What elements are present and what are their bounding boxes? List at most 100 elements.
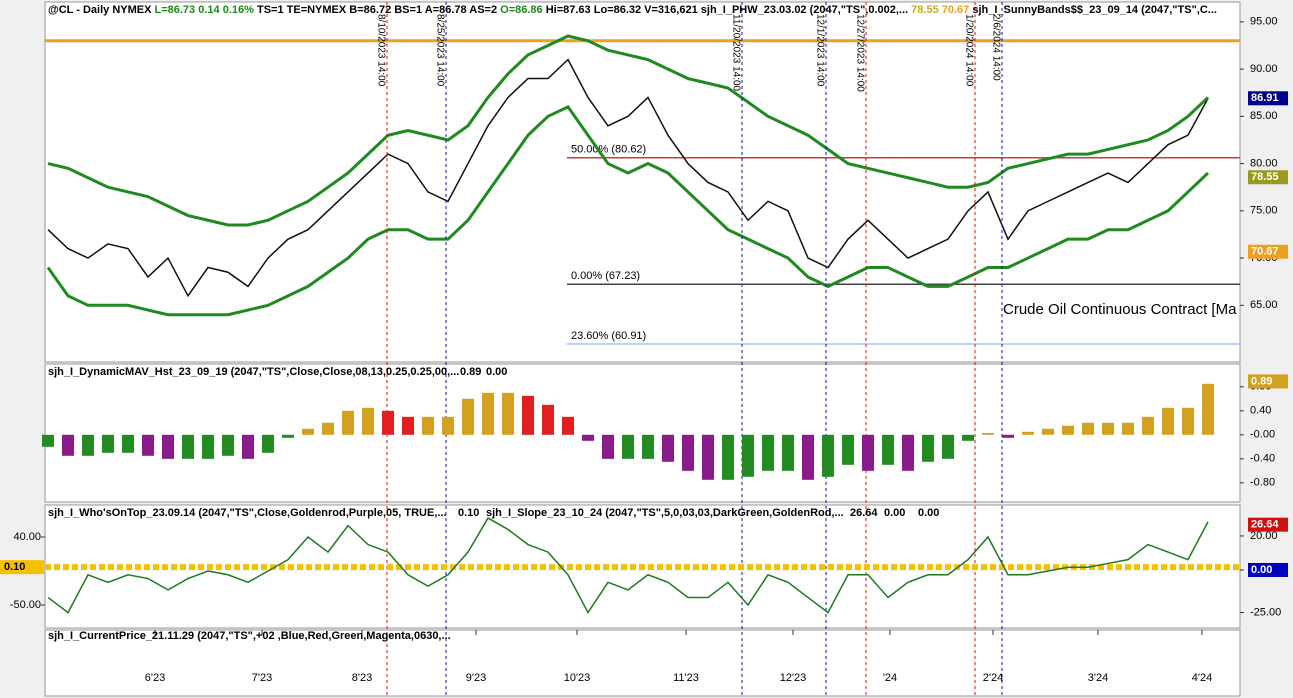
- price-tag: [1248, 374, 1288, 389]
- histogram-bar: [542, 404, 554, 435]
- y-tick-label: -50.00: [10, 599, 41, 611]
- histogram-bar: [622, 434, 634, 459]
- price-tag-label: 0.00: [1251, 564, 1272, 576]
- study-readout: 0.00: [884, 507, 905, 519]
- y-tick-label: 0.40: [1250, 405, 1271, 417]
- histogram-bar: [502, 392, 514, 435]
- level-tag: [0, 560, 44, 575]
- pct: 0.16%: [223, 4, 254, 16]
- histogram-bar: [1062, 425, 1074, 435]
- histogram-bar: [282, 434, 294, 438]
- histogram-bar: [522, 395, 534, 435]
- x-tick-label: 10'23: [564, 672, 591, 684]
- histogram-bar: [902, 434, 914, 471]
- histogram-bar: [922, 434, 934, 462]
- x-tick-label: 12'23: [780, 672, 807, 684]
- histogram-bar: [222, 434, 234, 456]
- histogram-bar: [102, 434, 114, 453]
- x-tick-label: 6'23: [145, 672, 165, 684]
- histogram-bar: [402, 416, 414, 435]
- y-tick-label: 85.00: [1250, 110, 1278, 122]
- series-line: [46, 104, 1210, 317]
- study-title: sjh_I_Who'sOnTop_23.09.14 (2047,"TS",Clo…: [48, 507, 447, 519]
- histogram-bar: [262, 434, 274, 453]
- histogram-bar: [942, 434, 954, 459]
- study-readout: 0.10: [458, 507, 479, 519]
- histogram-bar: [1142, 416, 1154, 435]
- date-line-label: 11/20/2023 14:00: [730, 14, 741, 92]
- price-tag-label: 70.67: [1251, 246, 1279, 258]
- histogram-bar: [982, 433, 994, 435]
- histogram-bar: [802, 434, 814, 480]
- y-tick-label: -0.40: [1250, 453, 1275, 465]
- price-panel: [44, 1, 1241, 363]
- histogram-bar: [1042, 428, 1054, 435]
- histogram-bar: [422, 416, 434, 435]
- histogram-bar: [302, 428, 314, 435]
- series-line: [47, 58, 1209, 298]
- y-tick-label: 95.00: [1250, 16, 1278, 28]
- histogram-bar: [582, 434, 594, 441]
- histogram-bar: [702, 434, 714, 480]
- histogram-bar: [122, 434, 134, 453]
- y-tick-label: 90.00: [1250, 63, 1278, 75]
- y-tick-label: -0.80: [1250, 477, 1275, 489]
- histogram-bar: [1162, 407, 1174, 435]
- level-label: 23.60% (60.91): [571, 330, 646, 342]
- study-readout: 0.89: [460, 366, 481, 378]
- x-tick-label: 2'24: [983, 672, 1003, 684]
- symbol: @CL - Daily NYMEX: [48, 4, 152, 16]
- level-label: 0.00% (67.23): [571, 270, 640, 282]
- price-tag: [1248, 170, 1288, 185]
- y-tick-label: -0.00: [1250, 429, 1275, 441]
- histogram-bar: [1122, 422, 1134, 435]
- histogram-bar: [202, 434, 214, 459]
- series-line: [47, 517, 1209, 615]
- y-tick-label: 65.00: [1250, 299, 1278, 311]
- date-line-label: 1/20/2024 14:00: [963, 14, 974, 87]
- header: @CL - Daily NYMEX L=86.73 0.14 0.16% TS=…: [48, 4, 1217, 16]
- study-title: sjh_I_Slope_23_10_24 (2047,"TS",5,0,03,0…: [486, 507, 844, 519]
- price-tag: [1248, 244, 1288, 259]
- series-line: [47, 34, 1210, 227]
- x-tick-label: 9'23: [466, 672, 486, 684]
- study-readout: 26.64: [850, 507, 878, 519]
- level-label: 50.00% (80.62): [571, 144, 646, 156]
- histogram-bar: [1182, 407, 1194, 435]
- y-tick-label: 80.00: [1250, 157, 1278, 169]
- x-tick-label: 11'23: [673, 672, 699, 684]
- date-line-label: 8/10/2023 14:00: [375, 14, 386, 87]
- histogram-bar: [1002, 434, 1014, 438]
- x-tick-label: 3'24: [1088, 672, 1108, 684]
- histogram-bar: [242, 434, 254, 459]
- range: Hi=87.63 Lo=86.32 V=316,621: [546, 4, 698, 16]
- date-line-label: 12/27/2023 14:00: [854, 14, 865, 92]
- annotation: Crude Oil Continuous Contract [Ma: [1003, 301, 1237, 318]
- x-tick-label: '24: [883, 672, 897, 684]
- histogram-bar: [1022, 431, 1034, 435]
- histogram-bar: [882, 434, 894, 465]
- quote: TS=1 TE=NYMEX B=86.72 BS=1 A=86.78 AS=2: [257, 4, 497, 16]
- time-axis-panel: [44, 629, 1241, 697]
- histogram-bar: [142, 434, 154, 456]
- date-line-label: 12/1/2023 14:00: [814, 14, 825, 87]
- histogram-bar: [602, 434, 614, 459]
- histogram-bar: [382, 410, 394, 435]
- study-title: sjh_I_CurrentPrice_21.11.29 (2047,"TS",+…: [48, 630, 451, 642]
- change: 0.14: [198, 4, 220, 16]
- histogram-panel: [44, 363, 1241, 503]
- price-tag: [1248, 517, 1288, 532]
- histogram-bar: [1082, 422, 1094, 435]
- y-tick-label: 40.00: [13, 531, 41, 543]
- study-readout: 0.00: [918, 507, 939, 519]
- study-value: 78.55: [911, 4, 939, 16]
- y2-tick-label: 20.00: [1250, 530, 1278, 542]
- histogram-bar: [682, 434, 694, 471]
- histogram-bar: [362, 407, 374, 435]
- last: L=86.73: [155, 4, 196, 16]
- histogram-bar: [662, 434, 674, 462]
- histogram-bar: [962, 434, 974, 441]
- histogram-bar: [722, 434, 734, 480]
- histogram-bar: [842, 434, 854, 465]
